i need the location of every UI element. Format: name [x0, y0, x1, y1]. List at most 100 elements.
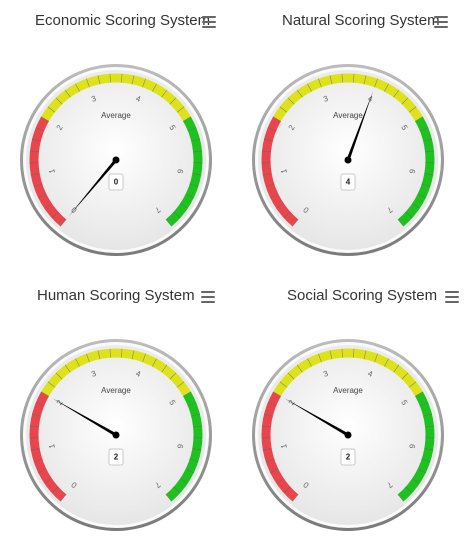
gauge-tick-label: 2 — [287, 123, 297, 132]
gauge-minor-tick — [51, 486, 59, 494]
gauge-minor-tick — [329, 75, 333, 85]
gauge-minor-tick — [192, 448, 202, 451]
gauge-tick-label: 3 — [90, 94, 98, 104]
gauge-tick-label: 0 — [69, 480, 79, 490]
gauge-minor-tick — [353, 348, 355, 358]
gauge-minor-tick — [363, 350, 367, 360]
gauge-minor-tick — [262, 173, 272, 176]
gauge-pivot — [112, 431, 120, 439]
gauge-minor-tick — [341, 348, 343, 358]
gauge-minor-tick — [405, 486, 413, 494]
gauge-minor-tick — [142, 353, 146, 363]
gauge-minor-tick — [30, 173, 40, 176]
gauge-minor-tick — [421, 183, 431, 188]
gauge-tick-label: 2 — [55, 398, 65, 407]
gauge-panel-social: Social Scoring System 0 1 2 3 4 5 6 7 Average 2 — [232, 275, 465, 550]
gauge-band-yellow — [41, 73, 191, 122]
gauge-minor-tick — [161, 364, 168, 373]
gauge-minor-tick — [287, 372, 295, 380]
gauge-minor-tick — [109, 73, 111, 83]
gauge-minor-tick — [191, 413, 201, 417]
gauge-minor-tick — [421, 458, 431, 463]
gauge-minor-tick — [38, 193, 47, 199]
gauge-minor-tick — [165, 494, 172, 502]
gauge-minor-tick — [363, 75, 367, 85]
gauge-minor-tick — [165, 219, 172, 227]
gauge-minor-tick — [40, 116, 50, 122]
chart-title: Human Scoring System — [37, 287, 195, 304]
gauge-value-box — [108, 448, 124, 466]
gauge-minor-tick — [296, 364, 303, 373]
gauge-tick-label: 6 — [407, 443, 417, 449]
gauge-minor-tick — [29, 150, 39, 153]
gauge-minor-tick — [318, 78, 322, 88]
gauge-minor-tick — [86, 353, 90, 363]
gauge-minor-tick — [182, 391, 192, 397]
gauge-minor-tick — [287, 97, 295, 105]
hamburger-menu-icon[interactable] — [445, 291, 459, 303]
gauge-minor-tick — [276, 203, 284, 209]
gauge-minor-tick — [397, 219, 404, 227]
gauge-tick-label: 4 — [135, 94, 143, 104]
gauge-pane-label: Average — [333, 111, 363, 120]
gauge-chart: 0 1 2 3 4 5 6 7 Average 2 — [20, 339, 212, 531]
gauge-band-yellow — [41, 348, 191, 397]
gauge-minor-tick — [267, 402, 277, 407]
gauge-tick-label: 3 — [322, 369, 330, 379]
chart-title: Economic Scoring System — [35, 12, 211, 29]
gauge-minor-tick — [384, 83, 389, 92]
gauge-tick-label: 3 — [90, 369, 98, 379]
gauge-pane-label: Average — [101, 111, 131, 120]
gauge-minor-tick — [187, 402, 197, 407]
gauge-tick-label: 1 — [47, 443, 57, 449]
gauge-pivot — [344, 431, 352, 439]
gauge-pivot — [112, 156, 120, 164]
gauge-minor-tick — [412, 203, 420, 209]
gauge-minor-tick — [307, 83, 312, 92]
gauge-minor-tick — [401, 97, 409, 105]
chart-title: Natural Scoring System — [282, 12, 440, 29]
gauge-minor-tick — [44, 203, 52, 209]
gauge-minor-tick — [35, 402, 45, 407]
gauge-minor-tick — [121, 348, 123, 358]
gauge-minor-tick — [425, 150, 435, 153]
gauge-tick-label: 4 — [367, 369, 375, 379]
gauge-minor-tick — [292, 219, 299, 227]
gauge-minor-tick — [169, 97, 177, 105]
gauge-tick-label: 3 — [322, 94, 330, 104]
gauge-minor-tick — [35, 127, 45, 132]
hamburger-menu-icon[interactable] — [201, 291, 215, 303]
gauge-minor-tick — [55, 97, 63, 105]
gauge-minor-tick — [180, 203, 188, 209]
gauge-panel-human: Human Scoring System 0 1 2 3 4 5 6 7 Average 2 — [0, 275, 232, 550]
gauge-tick-label: 5 — [167, 398, 177, 407]
gauge-minor-tick — [272, 391, 282, 397]
gauge-pivot — [344, 156, 352, 164]
hamburger-menu-icon[interactable] — [202, 16, 216, 28]
gauge-minor-tick — [185, 193, 194, 199]
gauge-tick-label: 1 — [47, 168, 57, 174]
gauge-minor-tick — [270, 193, 279, 199]
gauge-minor-tick — [272, 116, 282, 122]
gauge-minor-tick — [263, 138, 273, 142]
gauge-minor-tick — [408, 106, 417, 113]
gauge-minor-tick — [296, 89, 303, 98]
gauge-minor-tick — [38, 468, 47, 474]
gauge-minor-tick — [419, 402, 429, 407]
gauge-value-label: 0 — [114, 178, 119, 187]
gauge-minor-tick — [374, 353, 378, 363]
gauge-minor-tick — [187, 127, 197, 132]
gauge-value-label: 4 — [346, 178, 351, 187]
gauge-tick-label: 4 — [135, 369, 143, 379]
gauge-pane-label: Average — [333, 386, 363, 395]
gauge-minor-tick — [33, 183, 43, 188]
gauge-minor-tick — [424, 173, 434, 176]
gauge-tick-label: 6 — [175, 168, 185, 174]
gauge-minor-tick — [152, 83, 157, 92]
gauge-minor-tick — [64, 89, 71, 98]
hamburger-menu-icon[interactable] — [434, 16, 448, 28]
gauge-minor-tick — [86, 78, 90, 88]
gauge-minor-tick — [55, 372, 63, 380]
gauge-minor-tick — [414, 116, 424, 122]
gauge-minor-tick — [193, 425, 203, 428]
